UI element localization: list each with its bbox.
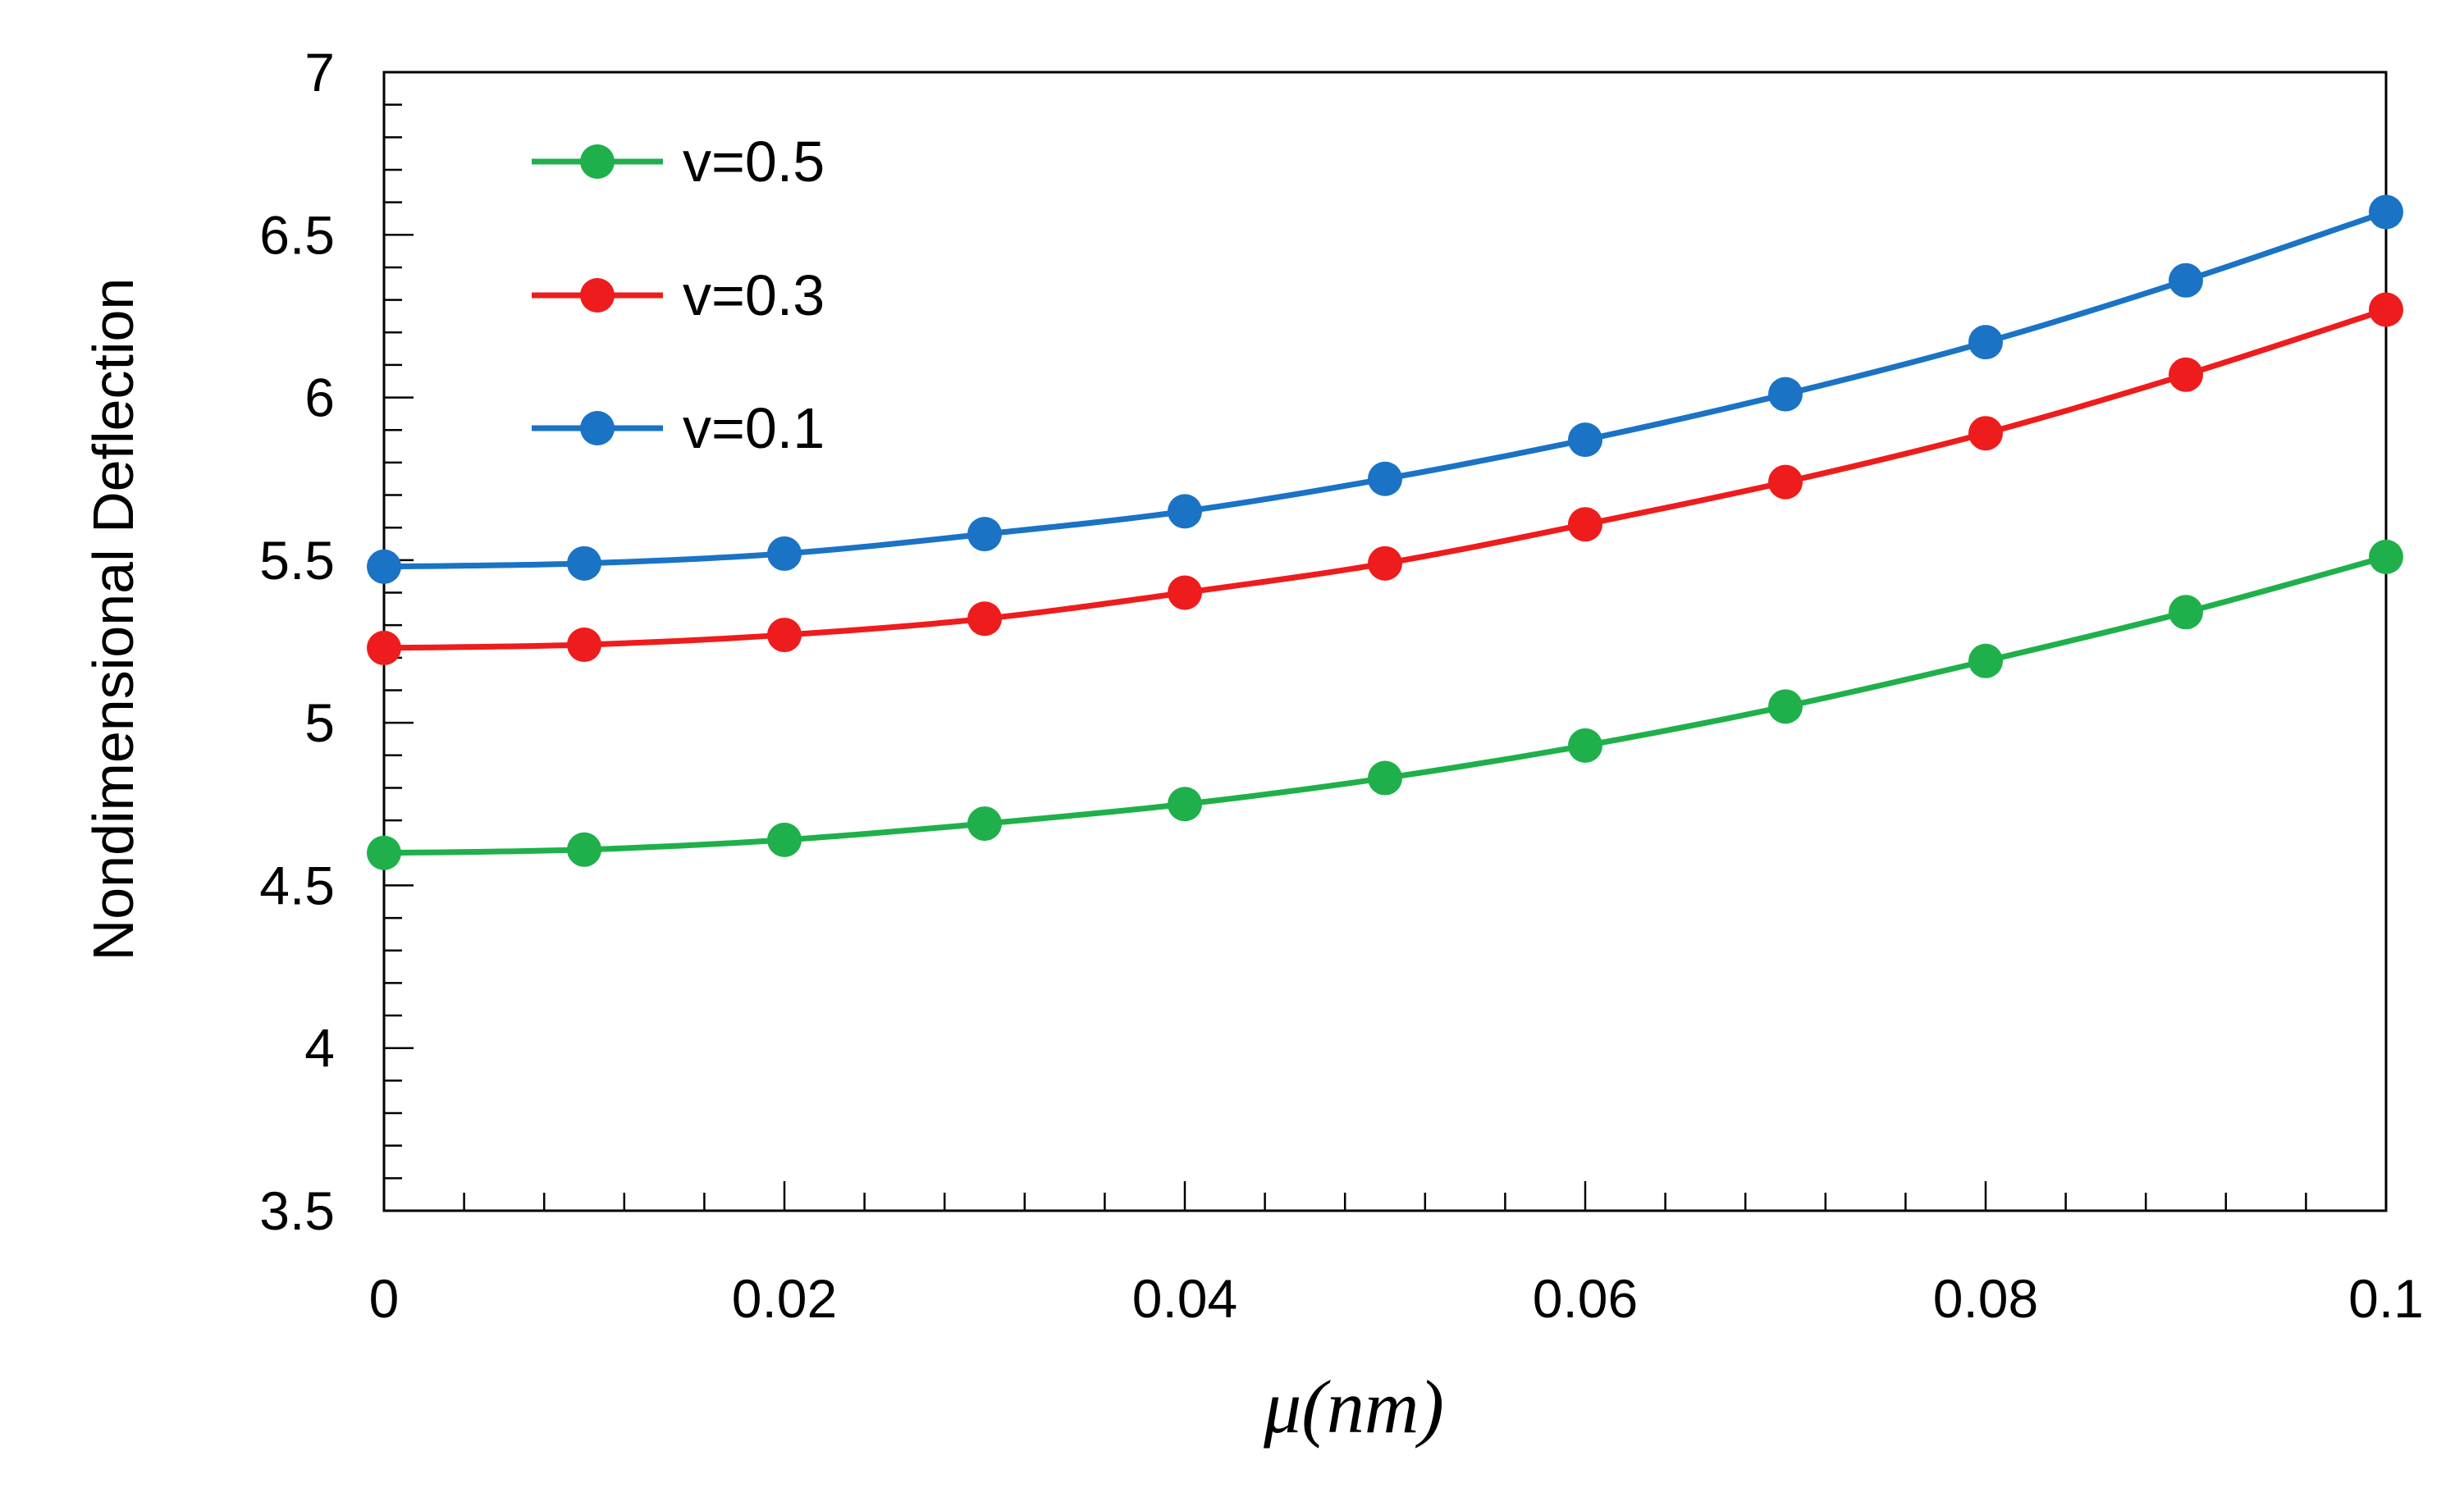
legend-marker (580, 411, 615, 445)
data-point (767, 822, 802, 857)
y-tick-label: 6 (304, 367, 335, 428)
data-point (1568, 507, 1602, 542)
data-point (1768, 689, 1803, 724)
y-axis-ticks: 3.5 4 4.5 5 5.5 6 6.5 7 (259, 42, 414, 1241)
data-point (2169, 595, 2203, 630)
legend-label: v=0.3 (683, 263, 825, 327)
data-point (967, 806, 1002, 842)
data-point (1168, 787, 1202, 822)
data-point (1968, 325, 2003, 360)
legend-label: v=0.5 (683, 130, 825, 194)
series-layer (367, 194, 2403, 870)
x-tick-label: 0.1 (2348, 1268, 2424, 1329)
y-tick-label: 5.5 (259, 530, 335, 591)
data-point (2369, 539, 2403, 574)
series-v=0.1 (367, 194, 2403, 584)
data-point (1368, 760, 1402, 796)
y-axis-title: Nondimensional Deflection (81, 278, 145, 961)
data-point (567, 832, 601, 867)
x-tick-label: 0.04 (1132, 1268, 1237, 1329)
legend: v=0.5 v=0.3 v=0.1 (532, 130, 825, 460)
data-point (367, 549, 401, 584)
data-point (1768, 464, 1803, 500)
y-tick-label: 4.5 (259, 855, 335, 915)
data-point (767, 536, 802, 571)
series-v=0.5 (367, 539, 2403, 870)
y-tick-label: 3.5 (259, 1180, 335, 1241)
data-point (367, 835, 401, 870)
data-point (967, 517, 1002, 552)
data-point (1568, 728, 1602, 763)
x-tick-label: 0.08 (1933, 1268, 2038, 1329)
data-point (1968, 416, 2003, 451)
data-point (567, 545, 601, 581)
legend-marker (580, 144, 615, 179)
data-point (967, 601, 1002, 637)
legend-label: v=0.1 (683, 396, 825, 460)
data-point (1168, 494, 1202, 529)
data-point (1768, 377, 1803, 412)
data-point (767, 618, 802, 653)
x-tick-label: 0 (369, 1268, 400, 1329)
y-tick-label: 4 (304, 1018, 335, 1079)
legend-entry: v=0.3 (532, 263, 825, 327)
legend-marker (580, 278, 615, 313)
x-axis-title: μ(nm) (1263, 1365, 1444, 1449)
data-point (1368, 545, 1402, 581)
legend-entry: v=0.1 (532, 396, 825, 460)
data-point (367, 630, 401, 665)
x-tick-label: 0.02 (732, 1268, 837, 1329)
series-v=0.3 (367, 292, 2403, 665)
x-tick-label: 0.06 (1533, 1268, 1638, 1329)
data-point (1368, 461, 1402, 496)
data-point (2369, 292, 2403, 327)
y-tick-label: 6.5 (259, 204, 335, 265)
data-point (2369, 194, 2403, 230)
data-point (2169, 357, 2203, 392)
y-tick-label: 5 (304, 692, 335, 753)
data-point (567, 627, 601, 662)
data-point (1168, 575, 1202, 610)
x-axis-ticks: 0 0.02 0.04 0.06 0.08 0.1 (369, 1181, 2424, 1329)
legend-entry: v=0.5 (532, 130, 825, 194)
y-tick-label: 7 (304, 42, 335, 103)
data-point (2169, 262, 2203, 298)
data-point (1968, 643, 2003, 678)
data-point (1568, 422, 1602, 458)
